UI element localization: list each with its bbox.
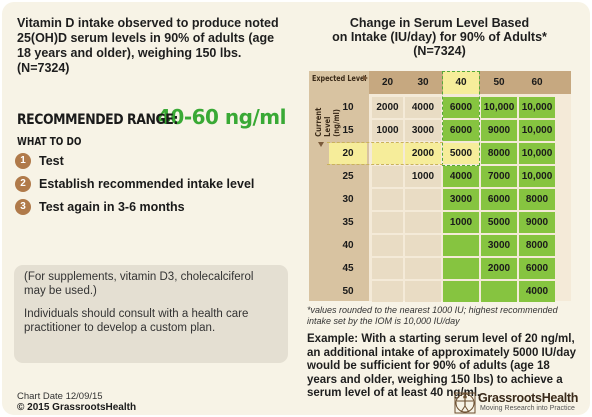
intake-value-cell bbox=[443, 258, 479, 279]
current-level-cell: 50 bbox=[342, 286, 354, 297]
intake-value-cell: 10,000 bbox=[519, 120, 555, 141]
logo-tagline: Moving Research into Practice bbox=[480, 405, 575, 412]
intake-value-cell bbox=[405, 189, 441, 210]
intake-value-cell bbox=[405, 281, 441, 302]
step-number-badge: 1 bbox=[15, 153, 31, 169]
chart-date: Chart Date 12/09/15 bbox=[17, 391, 103, 402]
expected-level-label: Expected Level bbox=[312, 74, 367, 83]
intake-value-cell: 5000 bbox=[443, 143, 479, 164]
expected-level-header: 20 bbox=[381, 77, 394, 88]
intake-value-cell bbox=[372, 166, 403, 187]
intake-value-cell: 1000 bbox=[443, 212, 479, 233]
intake-value-cell bbox=[443, 235, 479, 256]
right-arrow-icon bbox=[363, 75, 368, 81]
intake-value-cell: 4000 bbox=[443, 166, 479, 187]
footer: Chart Date 12/09/15 © 2015 GrassrootsHea… bbox=[17, 391, 136, 413]
current-level-cell: 35 bbox=[342, 217, 354, 228]
intake-value-cell: 3000 bbox=[405, 120, 441, 141]
note-box: (For supplements, vitamin D3, cholecalci… bbox=[14, 265, 288, 363]
expected-level-header: 30 bbox=[417, 77, 429, 88]
intake-value-cell: 1000 bbox=[405, 166, 441, 187]
intake-value-cell: 7000 bbox=[481, 166, 517, 187]
intake-value-cell: 8000 bbox=[481, 143, 517, 164]
chart-title: Change in Serum Level Based on Intake (I… bbox=[307, 16, 572, 58]
table-corner: Expected Level Current Level (ng/ml) bbox=[309, 71, 369, 147]
intake-value-cell bbox=[372, 212, 403, 233]
current-level-cell: 30 bbox=[342, 194, 354, 205]
current-level-cell: 45 bbox=[342, 263, 354, 274]
supplement-note: (For supplements, vitamin D3, cholecalci… bbox=[24, 271, 254, 297]
intake-value-cell: 8000 bbox=[519, 189, 555, 210]
expected-level-header: 40 bbox=[443, 71, 479, 94]
intake-value-cell bbox=[481, 281, 517, 302]
step-number-badge: 3 bbox=[15, 199, 31, 215]
logo: GrassrootsHealth Moving Research into Pr… bbox=[454, 391, 586, 415]
step-text: Test again in 3-6 months bbox=[39, 200, 185, 214]
vitruvian-man-icon bbox=[454, 392, 476, 414]
intake-value-cell bbox=[372, 235, 403, 256]
intake-value-cell: 3000 bbox=[481, 235, 517, 256]
recommended-range: RECOMMENDED RANGE: 40-60 ng/ml bbox=[17, 105, 286, 129]
intake-value-cell bbox=[372, 281, 403, 302]
intake-value-cell bbox=[372, 189, 403, 210]
intake-value-cell: 2000 bbox=[372, 97, 403, 118]
copyright: © 2015 GrassrootsHealth bbox=[17, 402, 137, 413]
intake-value-cell: 10,000 bbox=[519, 97, 555, 118]
intake-value-cell: 10,000 bbox=[481, 97, 517, 118]
intake-value-cell: 6000 bbox=[443, 120, 479, 141]
intake-value-cell: 3000 bbox=[443, 189, 479, 210]
what-to-do-heading: WHAT TO DO bbox=[17, 136, 82, 148]
expected-level-header-row bbox=[309, 71, 571, 94]
intake-value-cell bbox=[372, 258, 403, 279]
intake-value-cell bbox=[405, 258, 441, 279]
intro-text: Vitamin D intake observed to produce not… bbox=[17, 16, 279, 75]
step-number-badge: 2 bbox=[15, 176, 31, 192]
chart-title-line2: on Intake (IU/day) for 90% of Adults* bbox=[332, 30, 547, 44]
logo-name: GrassrootsHealth bbox=[478, 391, 579, 405]
intake-value-cell: 10,000 bbox=[519, 166, 555, 187]
intake-value-cell: 4000 bbox=[519, 281, 555, 302]
current-level-cell: 25 bbox=[342, 171, 354, 182]
steps-list: 1 Test 2 Establish recommended intake le… bbox=[15, 153, 285, 223]
intake-value-cell: 6000 bbox=[443, 97, 479, 118]
chart-title-line3: (N=7324) bbox=[413, 44, 466, 58]
current-level-cell: 20 bbox=[329, 143, 367, 164]
current-level-cell: 40 bbox=[342, 240, 354, 251]
recommended-range-value: 40-60 ng/ml bbox=[157, 105, 286, 129]
intake-value-cell bbox=[405, 212, 441, 233]
intake-value-cell bbox=[372, 143, 403, 164]
intake-value-cell: 2000 bbox=[405, 143, 441, 164]
current-level-column bbox=[309, 94, 369, 301]
step-text: Establish recommended intake level bbox=[39, 177, 255, 191]
current-level-cell: 10 bbox=[342, 102, 354, 113]
example-text: Example: With a starting serum level of … bbox=[307, 333, 577, 399]
step-item: 2 Establish recommended intake level bbox=[15, 176, 285, 192]
step-text: Test bbox=[39, 154, 64, 168]
intake-value-cell: 1000 bbox=[372, 120, 403, 141]
down-arrow-icon bbox=[318, 142, 324, 147]
intake-value-cell bbox=[443, 281, 479, 302]
chart-title-line1: Change in Serum Level Based bbox=[349, 16, 530, 30]
intake-value-cell: 9000 bbox=[519, 212, 555, 233]
intake-value-cell: 2000 bbox=[481, 258, 517, 279]
intake-value-cell: 8000 bbox=[519, 235, 555, 256]
step-item: 3 Test again in 3-6 months bbox=[15, 199, 285, 215]
current-level-cell: 15 bbox=[342, 125, 354, 136]
intake-value-cell: 6000 bbox=[481, 189, 517, 210]
expected-level-header: 50 bbox=[493, 77, 505, 88]
intake-value-cell: 6000 bbox=[519, 258, 555, 279]
footnote: *values rounded to the nearest 1000 IU; … bbox=[307, 305, 558, 326]
intake-value-cell: 4000 bbox=[405, 97, 441, 118]
intake-table: Expected Level Current Level (ng/ml) 20 3… bbox=[309, 71, 571, 302]
expected-level-header: 60 bbox=[531, 77, 543, 88]
recommended-range-label: RECOMMENDED RANGE: bbox=[17, 112, 178, 128]
consult-note: Individuals should consult with a health… bbox=[24, 308, 249, 334]
intake-value-cell: 9000 bbox=[481, 120, 517, 141]
step-item: 1 Test bbox=[15, 153, 285, 169]
intake-value-cell: 10,000 bbox=[519, 143, 555, 164]
intake-value-cell: 5000 bbox=[481, 212, 517, 233]
intake-value-cell bbox=[405, 235, 441, 256]
